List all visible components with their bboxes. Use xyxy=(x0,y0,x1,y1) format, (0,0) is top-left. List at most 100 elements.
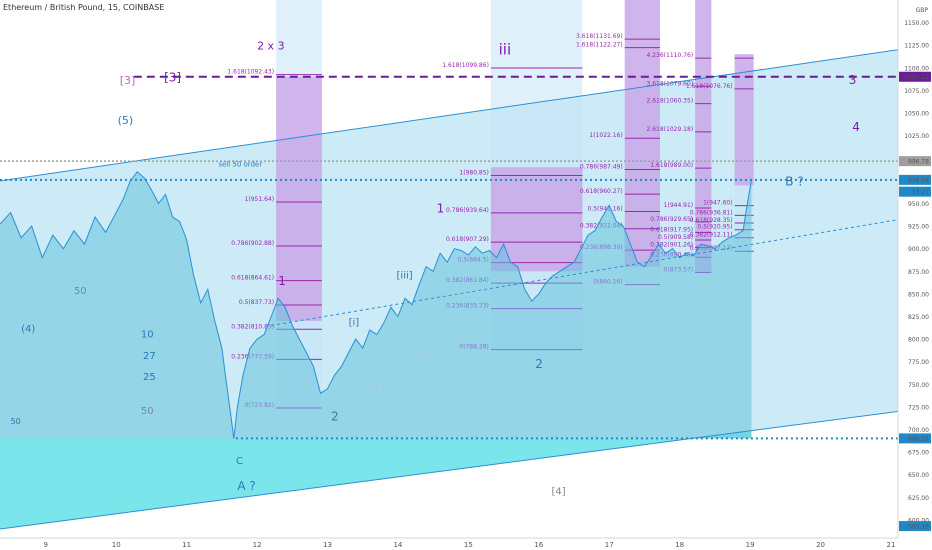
fib-shaded-box xyxy=(695,0,712,274)
fib-level-label: 0.5(920.95) xyxy=(697,224,732,231)
wave-label: C xyxy=(236,456,243,467)
price-tick-label: 725.00 xyxy=(908,404,929,411)
fib-level-label: 0.786(987.49) xyxy=(580,164,623,171)
price-badge-label: 593.19 xyxy=(908,524,929,531)
price-series-layer xyxy=(0,171,752,439)
fib-level-label: 2.618(1060.35) xyxy=(646,98,693,105)
horizontal-lines-layer[interactable] xyxy=(0,49,899,530)
fib-tool-4[interactable]: 4.236(1110.76) 3.618(1079.60) 2.618(1060.3… xyxy=(646,0,712,274)
upper-channel-line[interactable] xyxy=(0,49,899,182)
time-tick-label: 12 xyxy=(253,541,262,549)
wave-label: 2 xyxy=(535,357,543,371)
price-tick-label: 700.00 xyxy=(908,427,929,434)
lower-channel-line[interactable] xyxy=(0,410,899,530)
time-tick-label: 15 xyxy=(464,541,473,549)
fib-level-label: 3.618(1131.69) xyxy=(576,33,623,40)
fib-shaded-box xyxy=(624,0,660,267)
wave-label: 1 xyxy=(278,274,286,288)
fib-level-label: 0.786(902.88) xyxy=(231,240,274,247)
wave-label: 25 xyxy=(143,372,156,383)
time-tick-label: 16 xyxy=(534,541,543,549)
wave-label: 50 xyxy=(74,286,87,297)
fib-tool-3[interactable]: 4.236(1175.78)3.618(1131.69)1.618(1122.2… xyxy=(576,0,660,286)
wave-label: (4) xyxy=(21,324,35,335)
price-tick-label: 1050.00 xyxy=(904,111,929,118)
time-tick-label: 18 xyxy=(675,541,684,549)
price-tick-label: 950.00 xyxy=(908,201,929,208)
fib-level-label: 1.618(1092.43) xyxy=(227,69,274,76)
fib-level-label: 3.618(1079.60) xyxy=(646,80,693,87)
symbol-title: Ethereum / British Pound, 15, COINBASE xyxy=(3,3,164,12)
time-tick-label: 14 xyxy=(393,541,402,549)
wave-label: 2 x 3 xyxy=(257,40,285,53)
wave-label: [4] xyxy=(551,487,565,498)
price-badge xyxy=(899,521,931,532)
wave-label: 27 xyxy=(143,351,156,362)
price-tick-label: 650.00 xyxy=(908,472,929,479)
wave-label: sell 50 order xyxy=(218,160,262,168)
fib-level-label: 1(947.60) xyxy=(703,200,733,207)
price-tick-label: 600.00 xyxy=(908,517,929,524)
wave-label: 50 xyxy=(141,406,154,417)
fibonacci-tools-layer[interactable]: 1.618(1092.43) 1(951.64) 0.786(902.88) 0.61… xyxy=(227,0,754,409)
wave-label: 50 xyxy=(11,417,21,426)
price-tick-label: 775.00 xyxy=(908,359,929,366)
time-tick-label: 21 xyxy=(886,541,895,549)
wave-label: [ii] xyxy=(375,381,388,392)
price-tick-label: 1150.00 xyxy=(904,20,929,27)
wave-label: [iii] xyxy=(397,270,413,281)
fib-level-label: 0.618(928.35) xyxy=(690,217,733,224)
wave-label: 10 xyxy=(141,329,154,340)
price-badge xyxy=(899,186,931,197)
wave-label: [iv] xyxy=(417,349,434,360)
fib-level-label: 0.786(936.81) xyxy=(690,209,733,216)
time-tick-label: 20 xyxy=(816,541,825,549)
time-tick-label: 13 xyxy=(323,541,332,549)
price-tick-label: 800.00 xyxy=(908,337,929,344)
price-axis[interactable]: GBP 1150.00 1125.00 1100.00 1090.12 1075.00 1… xyxy=(897,0,932,538)
price-tick-label: 850.00 xyxy=(908,291,929,298)
wave-annotations-layer: 2 x 3 [3] [3] (5) iii 3 4 B ? sell 50 order 1 1 [ii… xyxy=(11,40,860,498)
fib-level-label: 1(944.91) xyxy=(664,202,694,209)
price-tick-label: 925.00 xyxy=(908,224,929,231)
wave-label: [3] xyxy=(120,74,136,87)
price-tick-label: 1125.00 xyxy=(904,43,929,50)
wave-label: 2 xyxy=(331,409,339,423)
fib-level-label: 0.5(837.73) xyxy=(239,299,274,306)
price-badge xyxy=(899,71,931,82)
fib-level-label: 0.382(901.26) xyxy=(650,242,693,249)
price-badge-label: 690.15 xyxy=(908,436,929,443)
fib-level-label: 1.618(1099.86) xyxy=(442,62,489,69)
price-line xyxy=(0,171,752,439)
fib-level-label: 1(951.64) xyxy=(245,196,275,203)
fib-level-label: 1(1022.16) xyxy=(589,132,622,139)
price-tick-label: 1075.00 xyxy=(904,88,929,95)
time-axis[interactable]: 9 10 11 12 13 14 15 16 17 18 19 20 21 xyxy=(0,537,932,550)
wave-label: 4 xyxy=(852,120,860,134)
price-tick-label: 1100.00 xyxy=(904,65,929,72)
price-badge xyxy=(899,156,931,167)
time-tick-label: 10 xyxy=(112,541,121,549)
fib-level-label: 1.618(1076.76) xyxy=(686,83,733,90)
price-tick-label: 675.00 xyxy=(908,450,929,457)
mid-channel-line[interactable] xyxy=(271,219,899,327)
price-tick-label: 825.00 xyxy=(908,314,929,321)
fib-shaded-box xyxy=(734,54,754,186)
price-badge xyxy=(899,433,931,444)
fib-level-label: 0.786(929.65) xyxy=(650,216,693,223)
fib-level-label: 1(980.85) xyxy=(459,170,489,177)
fib-level-label: 0.382(810.85) xyxy=(231,323,274,330)
fib-level-label: 2.618(1029.18) xyxy=(646,126,693,133)
wave-label: (5) xyxy=(118,114,134,127)
currency-label: GBP xyxy=(916,7,929,14)
wave-label: iii xyxy=(499,40,512,58)
time-tick-label: 19 xyxy=(746,541,755,549)
price-tick-label: 875.00 xyxy=(908,269,929,276)
price-tick-label: 750.00 xyxy=(908,382,929,389)
price-tick-label: 900.00 xyxy=(908,246,929,253)
fib-level-label: 0.618(907.29) xyxy=(446,236,489,243)
time-tick-label: 9 xyxy=(44,541,48,549)
wave-label: A ? xyxy=(237,479,255,493)
fib-level-label: 4.236(1110.76) xyxy=(646,52,693,59)
